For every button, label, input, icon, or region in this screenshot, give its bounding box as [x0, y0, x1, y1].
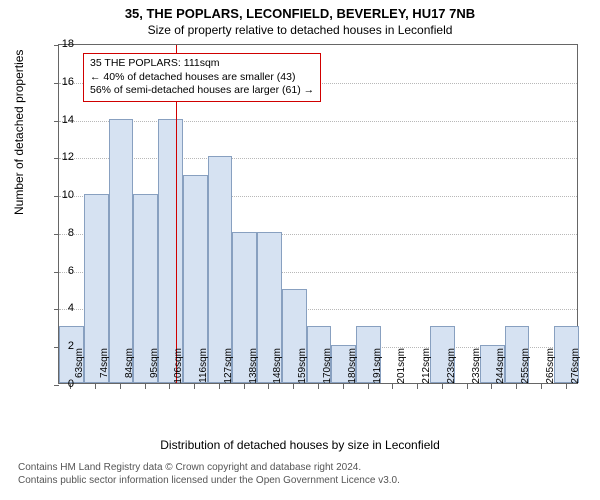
y-tick-label: 16 [44, 76, 74, 88]
x-tick-label: 276sqm [570, 348, 581, 388]
x-tick-label: 127sqm [223, 348, 234, 388]
gridline [59, 158, 577, 159]
x-tick-mark [343, 384, 344, 389]
annotation-box: 35 THE POPLARS: 111sqm← 40% of detached … [83, 53, 321, 102]
x-tick-mark [368, 384, 369, 389]
histogram-bar [109, 119, 134, 383]
x-tick-label: 95sqm [149, 348, 160, 388]
x-tick-label: 255sqm [520, 348, 531, 388]
x-tick-mark [219, 384, 220, 389]
x-tick-label: 223sqm [446, 348, 457, 388]
histogram-bar [158, 119, 183, 383]
x-tick-mark [392, 384, 393, 389]
x-tick-label: 180sqm [347, 348, 358, 388]
y-tick-label: 14 [44, 114, 74, 126]
y-tick-label: 10 [44, 189, 74, 201]
x-tick-mark [467, 384, 468, 389]
chart-title-line2: Size of property relative to detached ho… [0, 21, 600, 39]
x-tick-mark [95, 384, 96, 389]
annotation-line2: ← 40% of detached houses are smaller (43… [90, 71, 314, 85]
x-tick-label: 233sqm [471, 348, 482, 388]
x-tick-mark [491, 384, 492, 389]
annotation-line1: 35 THE POPLARS: 111sqm [90, 57, 314, 71]
y-tick-label: 4 [44, 302, 74, 314]
y-tick-label: 2 [44, 340, 74, 352]
y-axis-label: Number of detached properties [12, 50, 26, 215]
plot-area: 35 THE POPLARS: 111sqm← 40% of detached … [58, 44, 578, 384]
x-tick-label: 159sqm [297, 348, 308, 388]
footer-line2: Contains public sector information licen… [18, 475, 400, 488]
x-tick-mark [120, 384, 121, 389]
y-tick-label: 18 [44, 38, 74, 50]
x-tick-mark [417, 384, 418, 389]
plot-wrap: 35 THE POPLARS: 111sqm← 40% of detached … [58, 44, 578, 424]
x-tick-label: 265sqm [545, 348, 556, 388]
gridline [59, 121, 577, 122]
x-tick-mark [244, 384, 245, 389]
x-tick-mark [268, 384, 269, 389]
x-tick-mark [194, 384, 195, 389]
y-tick-label: 6 [44, 265, 74, 277]
y-tick-label: 0 [44, 378, 74, 390]
x-tick-mark [442, 384, 443, 389]
x-tick-label: 138sqm [248, 348, 259, 388]
x-tick-label: 148sqm [272, 348, 283, 388]
footer-attribution: Contains HM Land Registry data © Crown c… [18, 462, 400, 487]
x-axis-label: Distribution of detached houses by size … [0, 438, 600, 452]
x-tick-label: 106sqm [173, 348, 184, 388]
x-tick-label: 74sqm [99, 348, 110, 388]
x-tick-mark [516, 384, 517, 389]
x-tick-mark [293, 384, 294, 389]
x-tick-mark [169, 384, 170, 389]
y-tick-label: 12 [44, 151, 74, 163]
x-tick-label: 201sqm [396, 348, 407, 388]
x-tick-label: 84sqm [124, 348, 135, 388]
y-tick-label: 8 [44, 227, 74, 239]
x-tick-label: 244sqm [495, 348, 506, 388]
x-tick-label: 170sqm [322, 348, 333, 388]
x-tick-label: 116sqm [198, 348, 209, 388]
annotation-line3: 56% of semi-detached houses are larger (… [90, 84, 314, 98]
chart-container: 35, THE POPLARS, LECONFIELD, BEVERLEY, H… [0, 0, 600, 500]
chart-title-line1: 35, THE POPLARS, LECONFIELD, BEVERLEY, H… [0, 0, 600, 21]
x-tick-mark [145, 384, 146, 389]
x-tick-mark [541, 384, 542, 389]
x-tick-mark [318, 384, 319, 389]
x-tick-label: 63sqm [74, 348, 85, 388]
x-tick-label: 212sqm [421, 348, 432, 388]
x-tick-mark [566, 384, 567, 389]
footer-line1: Contains HM Land Registry data © Crown c… [18, 462, 400, 475]
x-tick-label: 191sqm [372, 348, 383, 388]
